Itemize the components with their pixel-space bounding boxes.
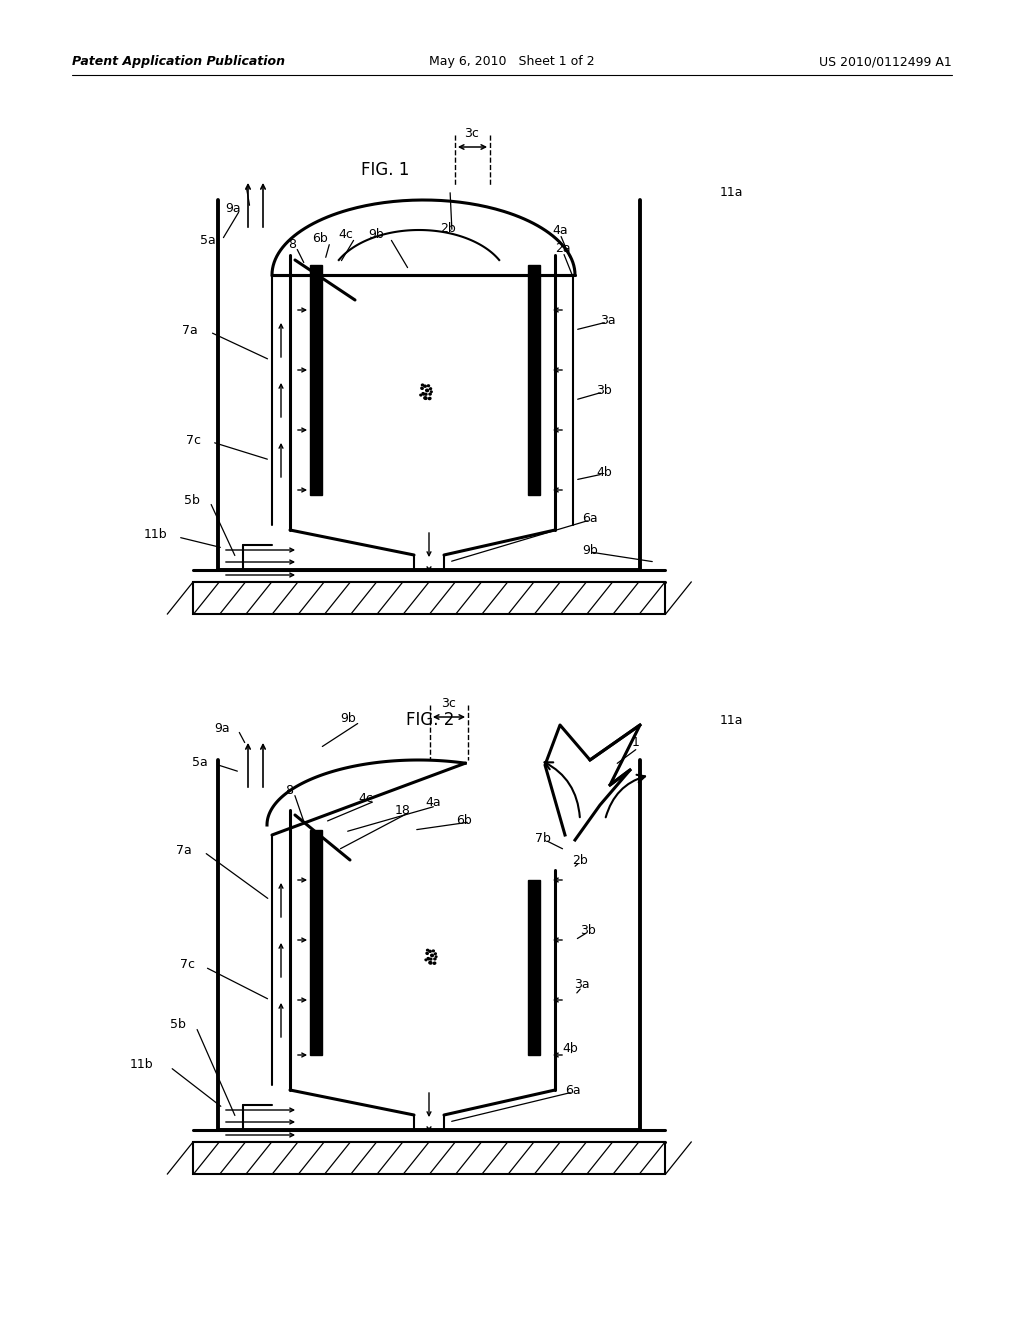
Text: 2b: 2b <box>440 222 456 235</box>
Text: 6a: 6a <box>582 511 598 524</box>
Bar <box>310 265 322 495</box>
Text: 3a: 3a <box>600 314 615 326</box>
Text: 7c: 7c <box>180 958 195 972</box>
Ellipse shape <box>421 387 423 389</box>
Text: 9b: 9b <box>368 227 384 240</box>
Ellipse shape <box>422 384 424 385</box>
Text: 3c: 3c <box>465 127 479 140</box>
Text: 4b: 4b <box>596 466 611 479</box>
Ellipse shape <box>427 957 430 960</box>
Ellipse shape <box>429 388 431 389</box>
Ellipse shape <box>431 954 433 957</box>
Ellipse shape <box>425 960 427 961</box>
Text: 6b: 6b <box>312 231 328 244</box>
Text: FIG. 1: FIG. 1 <box>360 161 410 180</box>
Text: 3a: 3a <box>574 978 590 991</box>
Text: 11b: 11b <box>144 528 168 541</box>
Ellipse shape <box>422 392 425 395</box>
Ellipse shape <box>429 950 431 952</box>
Text: 4a: 4a <box>552 223 567 236</box>
Text: 4c: 4c <box>358 792 373 804</box>
Text: 11a: 11a <box>720 186 743 198</box>
Ellipse shape <box>435 956 437 957</box>
Ellipse shape <box>427 949 428 950</box>
Ellipse shape <box>424 385 426 387</box>
Text: 7b: 7b <box>535 832 551 845</box>
Text: FIG. 2: FIG. 2 <box>406 711 455 729</box>
Ellipse shape <box>426 389 429 392</box>
Ellipse shape <box>434 953 436 954</box>
Ellipse shape <box>432 950 434 952</box>
Ellipse shape <box>424 397 427 400</box>
Text: 2a: 2a <box>555 242 570 255</box>
Ellipse shape <box>434 958 436 960</box>
Bar <box>193 1142 665 1173</box>
Ellipse shape <box>429 961 432 964</box>
Text: 9b: 9b <box>582 544 598 557</box>
Text: 3b: 3b <box>596 384 611 396</box>
Text: US 2010/0112499 A1: US 2010/0112499 A1 <box>819 55 952 69</box>
Text: May 6, 2010   Sheet 1 of 2: May 6, 2010 Sheet 1 of 2 <box>429 55 595 69</box>
Text: 6a: 6a <box>565 1084 581 1097</box>
Ellipse shape <box>428 397 431 400</box>
Ellipse shape <box>429 393 431 395</box>
Text: 5a: 5a <box>200 234 216 247</box>
Text: 18: 18 <box>395 804 411 817</box>
Text: 9a: 9a <box>214 722 229 734</box>
Text: 7a: 7a <box>176 843 191 857</box>
Bar <box>193 582 665 614</box>
Ellipse shape <box>430 958 432 960</box>
Ellipse shape <box>433 962 436 964</box>
Ellipse shape <box>425 393 427 395</box>
Ellipse shape <box>420 395 422 396</box>
Text: 8: 8 <box>288 238 296 251</box>
Bar <box>310 830 322 1055</box>
Text: 3b: 3b <box>580 924 596 936</box>
Text: 9a: 9a <box>225 202 241 214</box>
Text: Patent Application Publication: Patent Application Publication <box>72 55 285 69</box>
Text: 2b: 2b <box>572 854 588 866</box>
Text: 3c: 3c <box>441 697 457 710</box>
Text: 4c: 4c <box>338 227 353 240</box>
Ellipse shape <box>426 952 428 954</box>
Text: 11a: 11a <box>720 714 743 726</box>
Text: 7c: 7c <box>186 433 201 446</box>
Text: 5b: 5b <box>184 494 200 507</box>
Text: 4a: 4a <box>425 796 440 808</box>
Ellipse shape <box>427 385 429 387</box>
Text: 6b: 6b <box>456 813 472 826</box>
Text: 5b: 5b <box>170 1019 186 1031</box>
Text: 9b: 9b <box>340 711 355 725</box>
Text: 4b: 4b <box>562 1041 578 1055</box>
Bar <box>528 880 540 1055</box>
Text: 7a: 7a <box>182 323 198 337</box>
Text: 8: 8 <box>285 784 293 796</box>
Text: 1: 1 <box>632 735 640 748</box>
Bar <box>528 265 540 495</box>
Ellipse shape <box>430 391 432 392</box>
Text: 11b: 11b <box>130 1059 154 1072</box>
Text: 5a: 5a <box>193 755 208 768</box>
